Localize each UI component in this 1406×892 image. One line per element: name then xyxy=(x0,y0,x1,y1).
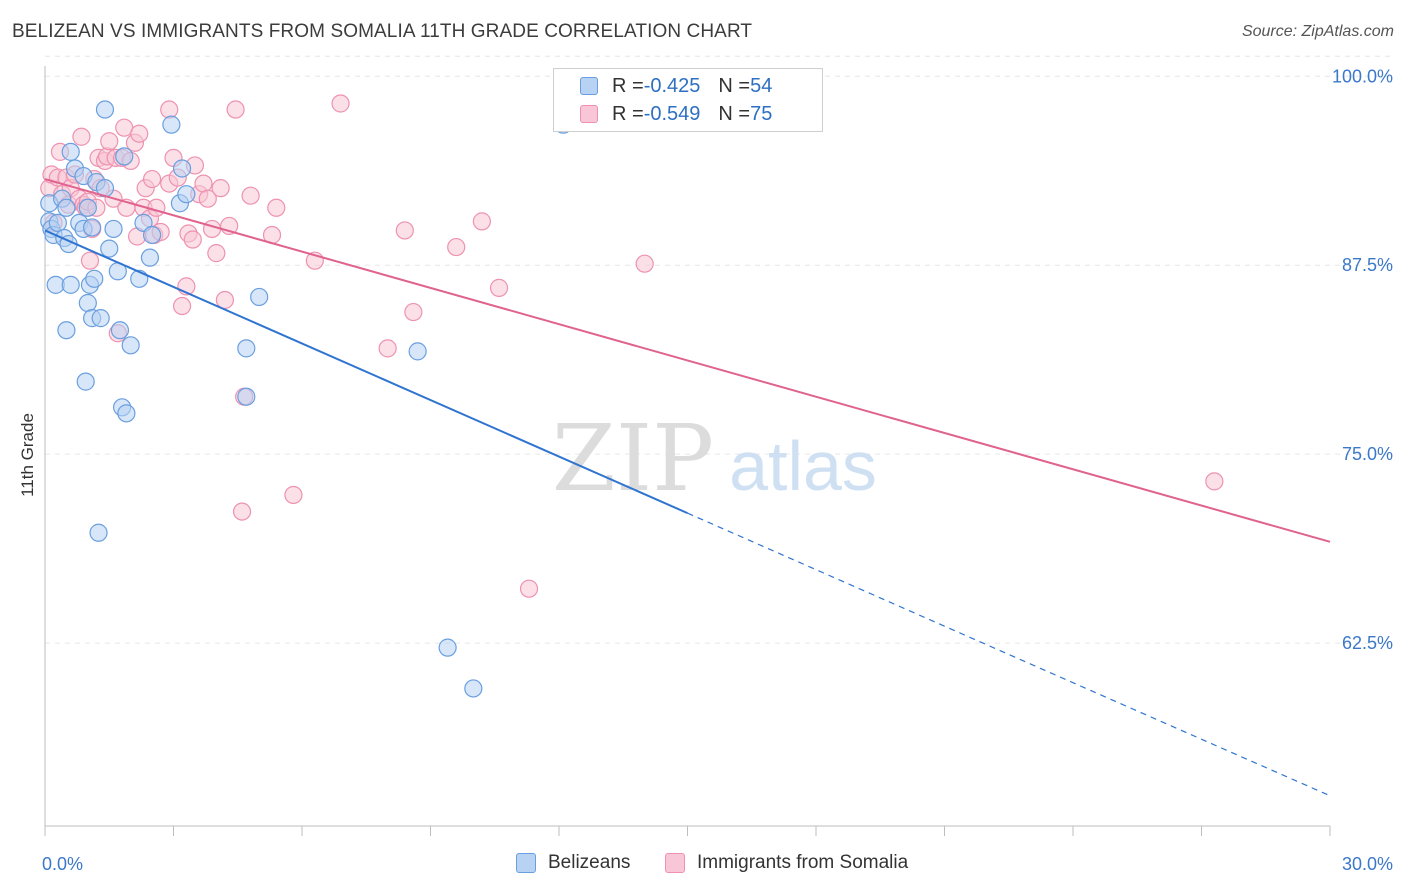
source-credit: Source: ZipAtlas.com xyxy=(1241,23,1394,40)
somalia-point xyxy=(194,174,213,193)
somalia-point xyxy=(202,219,222,239)
chart-title: BELIZEAN VS IMMIGRANTS FROM SOMALIA 11TH… xyxy=(12,21,753,42)
somalia-point xyxy=(207,244,226,263)
bottom-legend-somalia: Immigrants from Somalia xyxy=(665,852,908,874)
y-tick-label: 87.5% xyxy=(1342,255,1393,275)
somalia-point xyxy=(447,237,466,257)
belizean-point xyxy=(57,321,76,340)
somalia-point xyxy=(635,254,654,273)
belizean-point xyxy=(250,287,269,307)
somalia-point xyxy=(395,221,414,240)
somalia-point xyxy=(80,251,100,270)
belizean-point xyxy=(177,185,196,204)
somalia-point xyxy=(160,100,179,119)
belizean-point xyxy=(89,523,108,542)
legend-r-value: -0.549 xyxy=(643,102,701,125)
somalia-point xyxy=(232,502,252,521)
y-tick-label: 62.5% xyxy=(1342,633,1393,653)
somalia-point xyxy=(142,169,162,189)
somalia-point xyxy=(72,127,91,146)
belizeans-trend-line xyxy=(44,229,688,515)
belizean-point xyxy=(85,269,104,288)
watermark: ZIP atlas xyxy=(552,405,877,512)
belizean-point xyxy=(100,239,119,258)
somalia-point xyxy=(100,132,119,151)
belizeans-trend-extension xyxy=(687,512,1331,797)
legend-swatch-pink xyxy=(580,105,598,123)
belizean-point xyxy=(104,219,123,239)
legend-r-label: R = xyxy=(612,102,644,125)
somalia-point xyxy=(267,198,286,217)
belizean-point xyxy=(91,309,110,328)
legend-row-somalia: R = -0.549 N = 75 xyxy=(580,101,772,127)
belizean-point xyxy=(408,342,427,361)
legend-r-value: -0.425 xyxy=(643,74,701,97)
somalia-point xyxy=(378,339,397,358)
legend-n-value: 75 xyxy=(750,102,773,125)
belizean-point xyxy=(48,213,67,232)
somalia-point xyxy=(1205,472,1224,491)
belizean-point xyxy=(76,372,95,391)
belizean-point xyxy=(83,218,102,237)
somalia-point xyxy=(241,186,260,205)
somalia-point xyxy=(172,296,192,316)
belizean-point xyxy=(78,198,97,217)
belizean-point xyxy=(57,198,76,217)
bottom-legend-label: Immigrants from Somalia xyxy=(697,852,909,873)
somalia-point xyxy=(404,302,423,322)
somalia-point xyxy=(489,278,509,297)
somalia-trend-line xyxy=(44,178,1331,543)
watermark-zip: ZIP xyxy=(552,405,714,512)
somalia-point xyxy=(198,189,217,208)
y-tick-label: 75.0% xyxy=(1342,444,1393,464)
series-somalia-points xyxy=(40,94,1224,598)
belizean-point xyxy=(142,225,162,245)
x-tick-label: 30.0% xyxy=(1342,854,1393,874)
somalia-point xyxy=(130,124,149,143)
legend-n-label: N = xyxy=(718,102,751,125)
belizean-point xyxy=(438,638,457,657)
belizean-point xyxy=(237,387,256,406)
belizean-point xyxy=(172,159,192,178)
belizean-point xyxy=(121,336,140,355)
legend-n-label: N = xyxy=(718,74,751,97)
belizean-point xyxy=(140,248,160,267)
legend-r-label: R = xyxy=(612,74,644,97)
somalia-point xyxy=(519,579,539,598)
somalia-point xyxy=(211,179,230,198)
trend-lines xyxy=(44,178,1331,797)
somalia-point xyxy=(472,212,491,231)
belizean-point xyxy=(237,339,256,358)
x-tick-label: 0.0% xyxy=(42,854,83,874)
legend-row-belizeans: R = -0.425 N = 54 xyxy=(580,73,772,99)
belizean-point xyxy=(61,142,80,161)
bottom-legend-belizeans: Belizeans xyxy=(516,852,630,874)
somalia-point xyxy=(284,485,303,505)
watermark-atlas: atlas xyxy=(729,427,877,505)
somalia-point xyxy=(215,290,234,310)
tick-labels: 62.5% 75.0% 87.5% 100.0% 0.0% 30.0% xyxy=(42,66,1393,874)
belizean-point xyxy=(162,115,181,134)
y-axis-label: 11th Grade xyxy=(18,413,37,497)
series-belizeans-points xyxy=(40,100,573,698)
somalia-point xyxy=(226,100,245,119)
belizean-point xyxy=(464,679,483,698)
legend-swatch-blue xyxy=(580,77,598,95)
bottom-legend-label: Belizeans xyxy=(548,852,631,873)
somalia-point xyxy=(147,198,166,217)
belizean-point xyxy=(95,100,115,119)
belizean-point xyxy=(61,275,80,294)
belizean-point xyxy=(78,293,97,313)
belizean-point xyxy=(115,147,134,166)
somalia-point xyxy=(331,94,350,113)
somalia-point xyxy=(183,230,202,249)
legend-n-value: 54 xyxy=(750,74,773,97)
stats-legend: R = -0.425 N = 54 R = -0.549 N = 75 xyxy=(553,68,823,132)
belizean-point xyxy=(110,321,130,340)
bottom-legend-swatch-pink xyxy=(665,853,685,873)
bottom-legend-swatch-blue xyxy=(516,853,536,873)
belizean-point xyxy=(117,404,136,423)
y-tick-label: 100.0% xyxy=(1332,66,1393,86)
